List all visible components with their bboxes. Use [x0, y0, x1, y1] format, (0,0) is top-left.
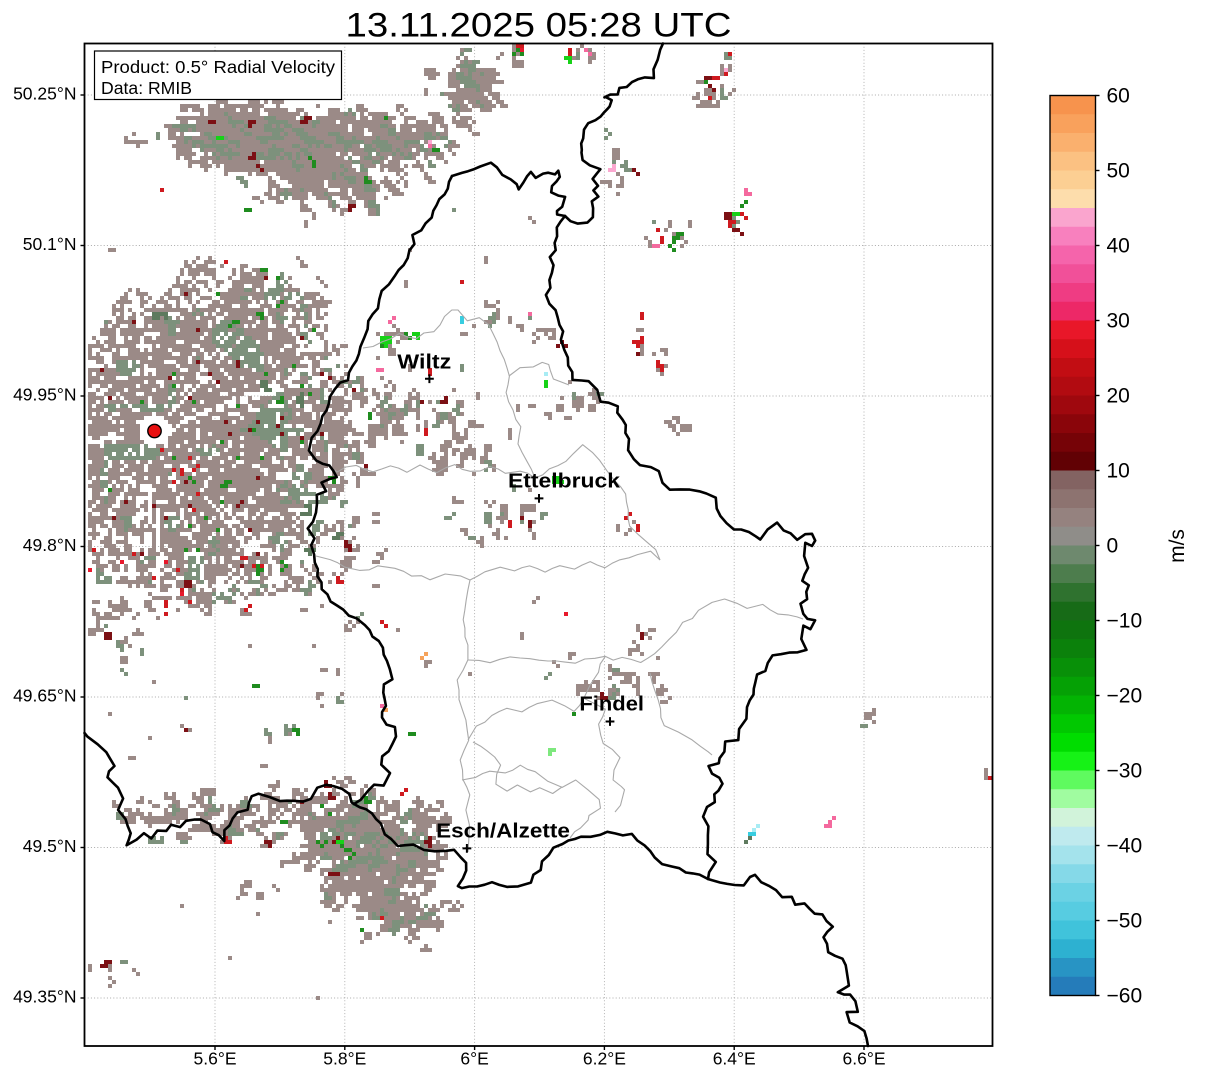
- svg-text:Findel: Findel: [579, 693, 644, 715]
- svg-text:6.4°E: 6.4°E: [713, 1049, 756, 1069]
- svg-text:50.1°N: 50.1°N: [23, 234, 77, 254]
- svg-text:−20: −20: [1107, 685, 1143, 708]
- svg-text:50.25°N: 50.25°N: [13, 84, 76, 104]
- svg-text:49.65°N: 49.65°N: [13, 686, 76, 706]
- svg-text:Wiltz: Wiltz: [397, 351, 451, 373]
- svg-text:49.5°N: 49.5°N: [23, 836, 77, 856]
- svg-text:10: 10: [1107, 460, 1130, 483]
- svg-text:6.2°E: 6.2°E: [583, 1049, 626, 1069]
- svg-text:5.6°E: 5.6°E: [194, 1049, 237, 1069]
- svg-text:Ettelbruck: Ettelbruck: [508, 470, 621, 492]
- svg-text:−50: −50: [1107, 910, 1143, 933]
- svg-text:−60: −60: [1107, 985, 1143, 1008]
- svg-text:−10: −10: [1107, 610, 1143, 633]
- svg-text:13.11.2025 05:28 UTC: 13.11.2025 05:28 UTC: [346, 7, 732, 45]
- svg-text:Data: RMIB: Data: RMIB: [101, 78, 192, 98]
- svg-text:49.35°N: 49.35°N: [13, 987, 76, 1007]
- svg-text:6°E: 6°E: [460, 1049, 488, 1069]
- svg-text:5.8°E: 5.8°E: [323, 1049, 366, 1069]
- svg-text:m/s: m/s: [1166, 529, 1189, 563]
- svg-text:49.95°N: 49.95°N: [13, 385, 76, 405]
- svg-text:20: 20: [1107, 385, 1130, 408]
- svg-text:Product: 0.5° Radial Velocity: Product: 0.5° Radial Velocity: [101, 57, 335, 77]
- svg-text:49.8°N: 49.8°N: [23, 535, 77, 555]
- svg-text:60: 60: [1107, 85, 1130, 108]
- svg-text:−30: −30: [1107, 760, 1143, 783]
- svg-text:40: 40: [1107, 235, 1130, 258]
- svg-text:30: 30: [1107, 310, 1130, 333]
- svg-text:0: 0: [1107, 535, 1119, 558]
- svg-text:Esch/Alzette: Esch/Alzette: [436, 821, 570, 843]
- svg-text:−40: −40: [1107, 835, 1143, 858]
- svg-text:50: 50: [1107, 160, 1130, 183]
- svg-text:6.6°E: 6.6°E: [843, 1049, 886, 1069]
